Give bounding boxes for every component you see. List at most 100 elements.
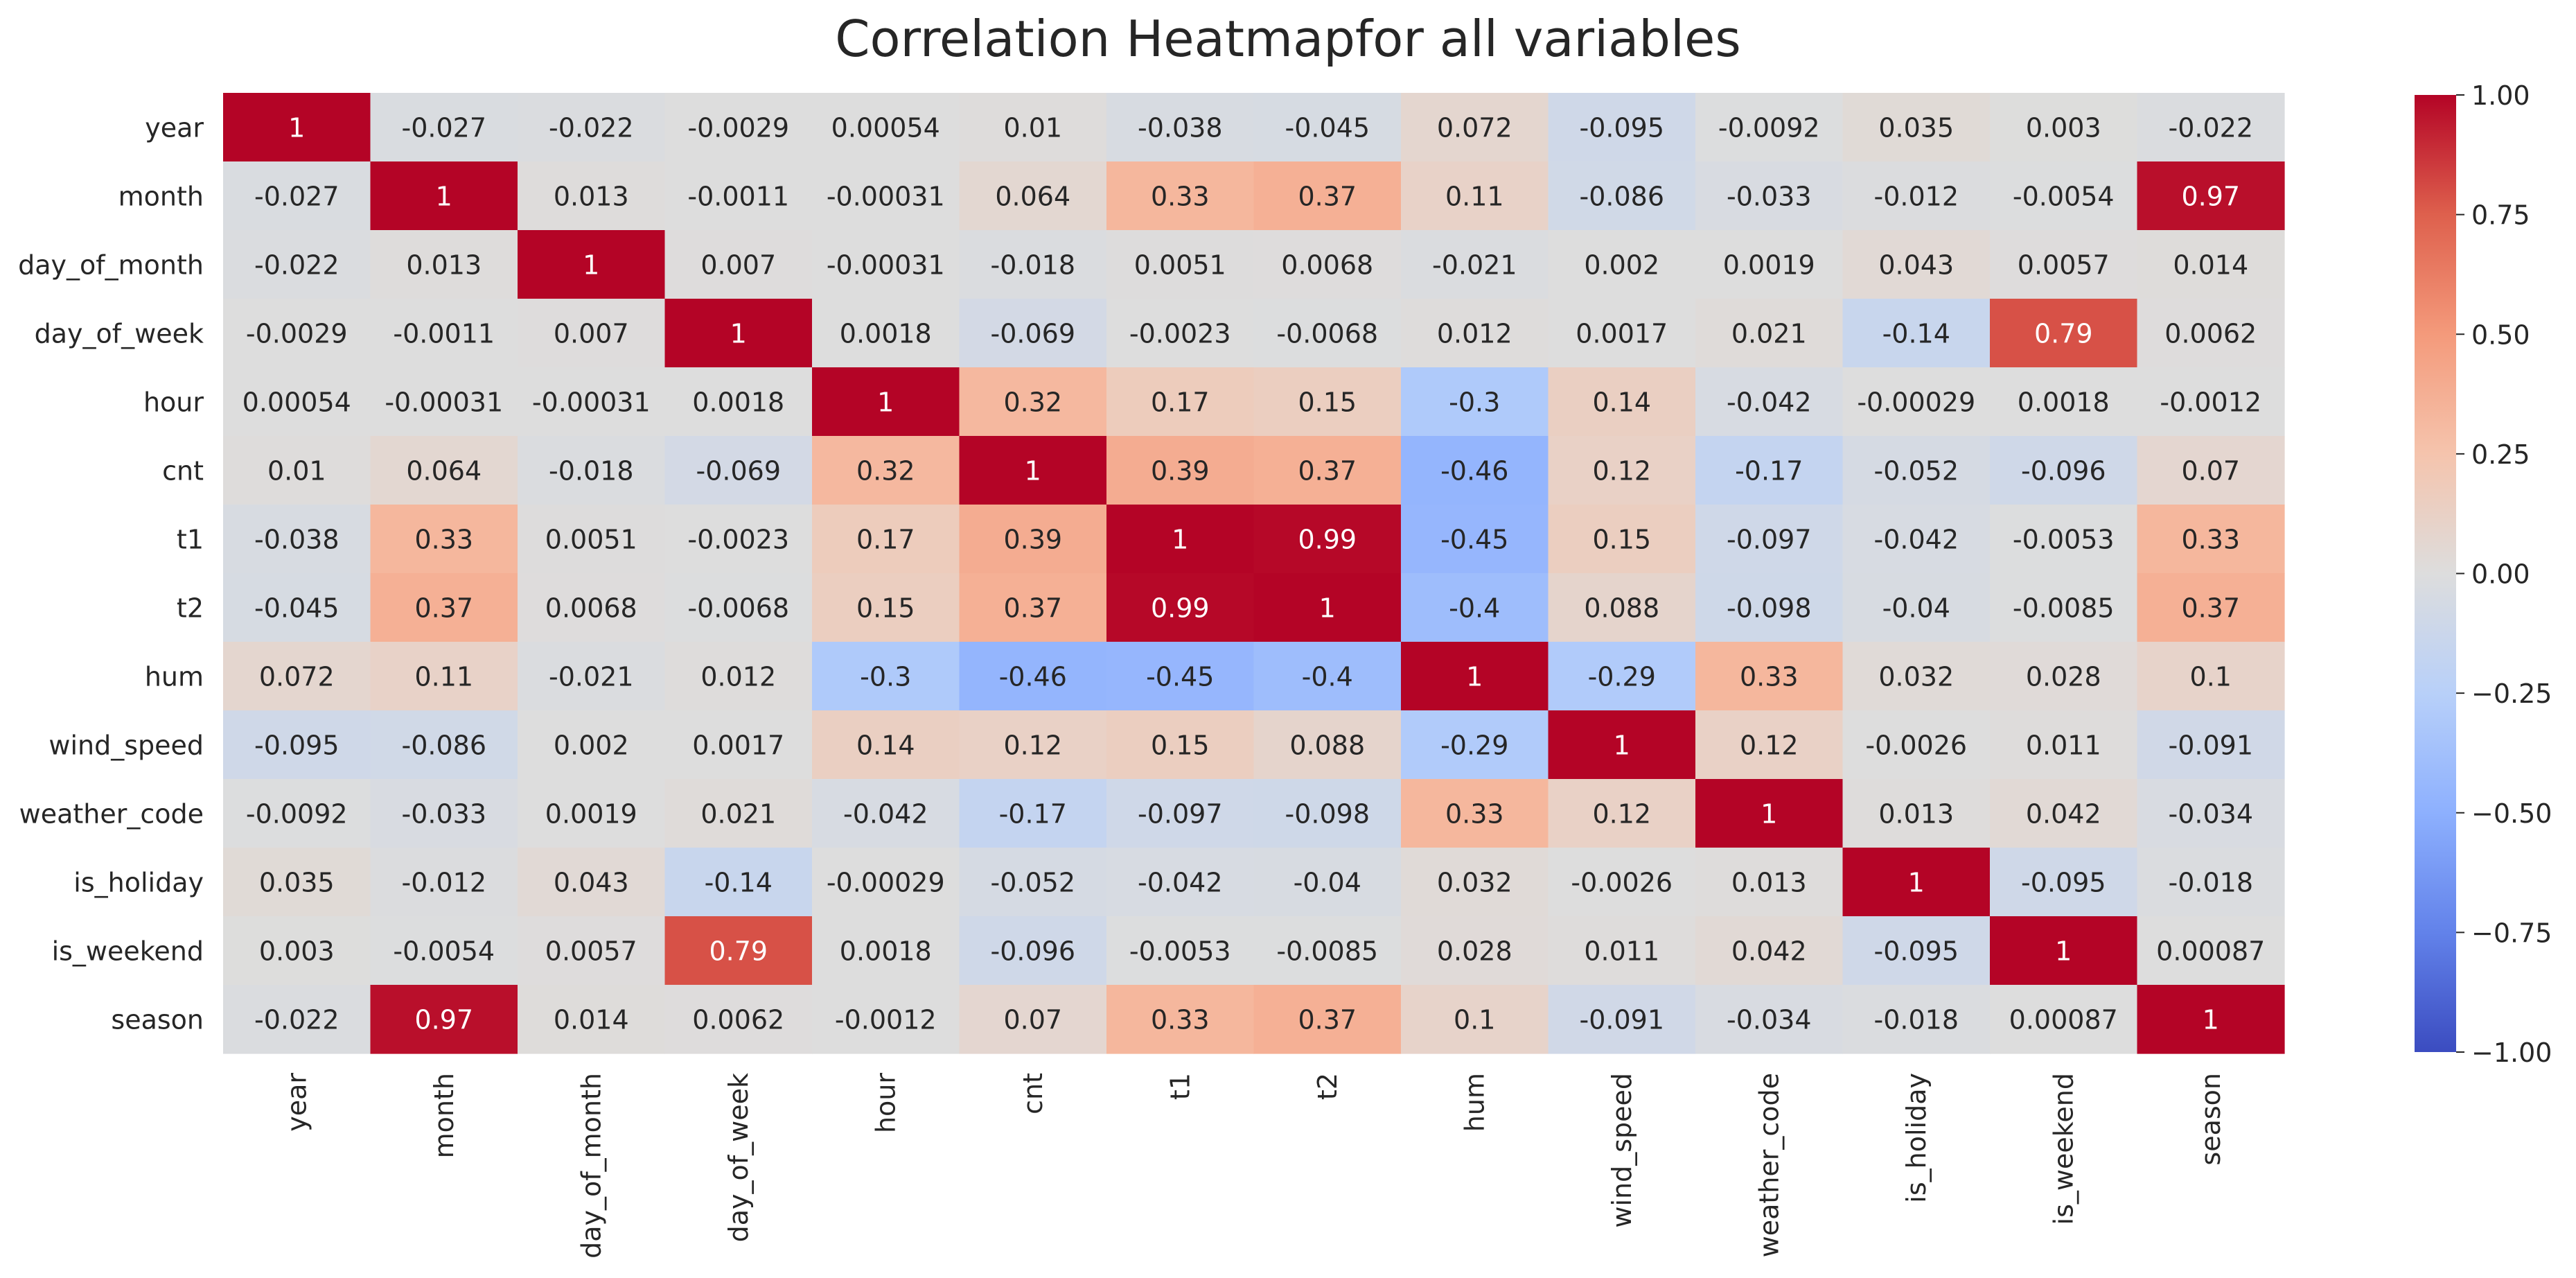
cell-value-label: 0.0068 [545, 593, 637, 624]
cell-value-label: -0.4 [1302, 662, 1353, 692]
heatmap-cell [1990, 779, 2138, 848]
cell-value-label: -0.04 [1882, 593, 1950, 624]
x-tick-label: hum [1459, 1073, 1490, 1132]
cell-value-label: 0.0051 [545, 525, 637, 555]
y-tick-label: year [145, 113, 204, 143]
cell-value-label: -0.097 [1138, 799, 1223, 830]
heatmap-cell [2137, 505, 2285, 574]
heatmap-cell [1548, 779, 1696, 848]
heatmap-cell [1695, 779, 1844, 848]
cell-value-label: -0.0011 [687, 182, 789, 212]
heatmap-cell [959, 436, 1107, 505]
cell-value-label: 0.028 [1437, 936, 1512, 967]
heatmap-cell [370, 642, 518, 711]
heatmap-cell [1990, 505, 2138, 574]
cell-value-label: 0.002 [554, 730, 629, 761]
heatmap-cell [1253, 161, 1402, 231]
heatmap-cell [1106, 367, 1255, 437]
heatmap-cell [1842, 916, 1991, 986]
heatmap-cell [812, 436, 960, 505]
cell-value-label: 0.15 [1298, 387, 1357, 418]
colorbar-tick-label: −0.50 [2471, 798, 2552, 829]
cell-value-label: 0.072 [1437, 113, 1512, 143]
x-tick-label: season [2196, 1073, 2226, 1166]
cell-value-label: -0.0029 [246, 319, 348, 349]
heatmap-cell [1695, 985, 1844, 1054]
heatmap-cell [1253, 985, 1402, 1054]
x-tick-label: hour [870, 1073, 901, 1133]
cell-value-label: 0.0057 [545, 936, 637, 967]
heatmap-cell [370, 985, 518, 1054]
heatmap-cell [1990, 93, 2138, 162]
heatmap-cell [1842, 161, 1991, 231]
colorbar-tick-label: 0.75 [2471, 200, 2530, 231]
heatmap-cell [1548, 573, 1696, 642]
cell-value-label: -0.46 [1440, 456, 1508, 487]
cell-value-label: 1 [1466, 662, 1483, 692]
heatmap-cell [370, 848, 518, 917]
heatmap-cell [223, 916, 371, 986]
cell-value-label: 0.07 [1003, 1005, 1062, 1035]
heatmap-cell [370, 779, 518, 848]
cell-value-label: -0.00029 [1857, 387, 1975, 418]
cell-value-label: 1 [1172, 525, 1188, 555]
heatmap-cell [370, 230, 518, 299]
heatmap-cell [1401, 573, 1549, 642]
cell-value-label: -0.0085 [1276, 936, 1378, 967]
cell-value-label: 0.043 [1878, 250, 1954, 281]
cell-value-label: -0.0012 [2160, 387, 2261, 418]
cell-value-label: -0.086 [1580, 182, 1665, 212]
cell-value-label: 0.028 [2026, 662, 2101, 692]
heatmap-cell [1253, 230, 1402, 299]
cell-value-label: 1 [1319, 593, 1336, 624]
cell-value-label: 0.0019 [545, 799, 637, 830]
cell-value-label: 0.39 [1003, 525, 1062, 555]
heatmap-cell [664, 161, 813, 231]
cell-value-label: -0.045 [254, 593, 339, 624]
colorbar-tick-label: −1.00 [2471, 1038, 2552, 1068]
cell-value-label: -0.022 [254, 250, 339, 281]
cell-value-label: -0.0085 [2013, 593, 2115, 624]
heatmap-cell [1548, 710, 1696, 780]
cell-value-label: -0.29 [1440, 730, 1508, 761]
cell-value-label: -0.0054 [2013, 182, 2115, 212]
cell-value-label: 0.064 [995, 182, 1070, 212]
heatmap-cell [2137, 230, 2285, 299]
heatmap-cell [1695, 161, 1844, 231]
x-tick-label: cnt [1018, 1073, 1048, 1114]
cell-value-label: 0.035 [1878, 113, 1954, 143]
cell-value-label: 0.003 [259, 936, 335, 967]
heatmap-cell [223, 779, 371, 848]
heatmap-cell [1253, 367, 1402, 437]
heatmap-cell [518, 642, 666, 711]
cell-value-label: -0.095 [254, 730, 339, 761]
heatmap-cell [1695, 436, 1844, 505]
heatmap-cell [223, 848, 371, 917]
cell-value-label: 0.0018 [840, 319, 932, 349]
cell-value-label: -0.00031 [532, 387, 651, 418]
heatmap-cell [518, 985, 666, 1054]
y-tick-label: day_of_month [18, 250, 204, 281]
cell-value-label: -0.4 [1449, 593, 1500, 624]
x-tick-label: is_holiday [1901, 1073, 1932, 1203]
cell-value-label: 0.1 [2190, 662, 2232, 692]
heatmap-cell [1990, 161, 2138, 231]
heatmap-cell [1842, 642, 1991, 711]
heatmap-cell [1106, 779, 1255, 848]
cell-value-label: 1 [2055, 936, 2072, 967]
heatmap-cell [1990, 573, 2138, 642]
cell-value-label: 0.00087 [2009, 1005, 2118, 1035]
heatmap-cell [370, 436, 518, 505]
cell-value-label: -0.096 [2021, 456, 2106, 487]
cell-value-label: -0.17 [1735, 456, 1803, 487]
cell-value-label: 0.15 [856, 593, 915, 624]
cell-value-label: -0.095 [2021, 868, 2106, 898]
cell-value-label: -0.097 [1727, 525, 1812, 555]
y-tick-label: cnt [162, 456, 204, 487]
cell-value-label: 1 [1025, 456, 1041, 487]
cell-value-label: 0.37 [1298, 456, 1357, 487]
x-tick-label: month [429, 1073, 459, 1158]
heatmap-cell [1548, 642, 1696, 711]
cell-value-label: 1 [436, 182, 452, 212]
heatmap-cell [1990, 642, 2138, 711]
